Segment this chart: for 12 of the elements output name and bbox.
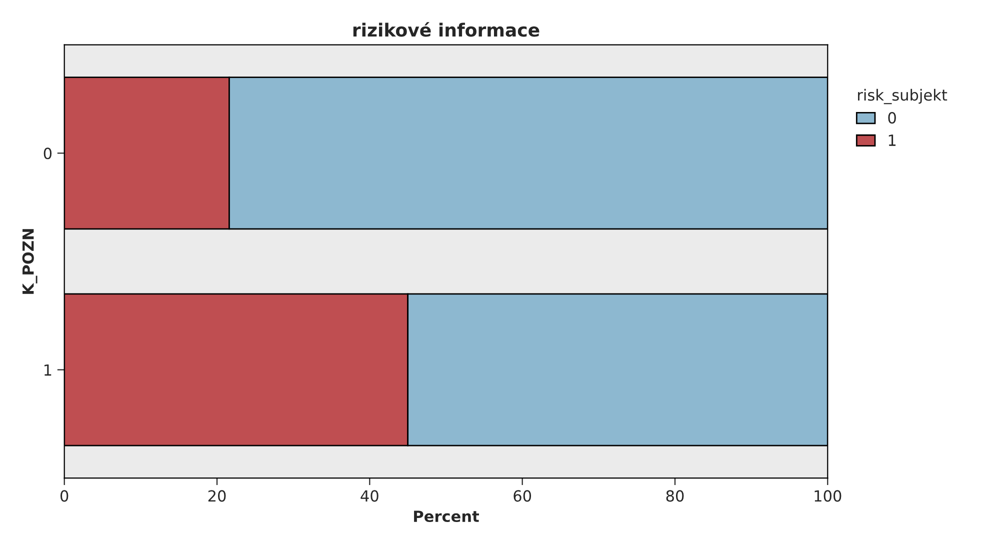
x-tick-label: 60	[514, 490, 532, 502]
legend-label: 0	[888, 112, 896, 124]
x-tick-label: 40	[360, 490, 378, 502]
x-tick-label: 20	[208, 490, 226, 502]
x-tick-label: 0	[60, 490, 68, 502]
legend-label: 1	[888, 134, 896, 146]
legend-title: risk_subjekt	[858, 88, 948, 104]
x-tick-label: 80	[666, 490, 684, 502]
x-tick-label: 100	[814, 490, 842, 502]
chart-title: rizikové informace	[353, 22, 540, 37]
y-axis-title: K_POZN	[22, 229, 38, 294]
x-axis-title: Percent	[414, 510, 479, 522]
